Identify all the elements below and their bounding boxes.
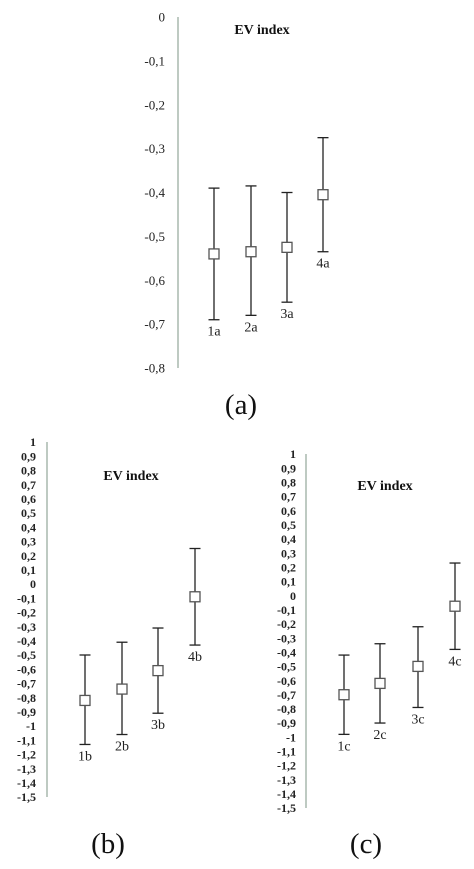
y-tick-label: 1: [290, 447, 296, 461]
y-tick-label: -1,2: [17, 748, 36, 762]
y-tick-label: -0,7: [277, 688, 296, 702]
y-tick-label: 0: [290, 589, 296, 603]
chart-title: EV index: [234, 23, 289, 38]
y-tick-label: 0,5: [281, 518, 296, 532]
data-point-marker: [190, 592, 200, 602]
y-tick-label: -1,3: [17, 762, 36, 776]
y-tick-label: 0,8: [21, 464, 36, 478]
y-tick-label: -0,5: [17, 648, 36, 662]
y-tick-label: -0,1: [277, 603, 296, 617]
y-tick-label: -0,4: [277, 645, 296, 659]
data-point-marker: [450, 601, 460, 611]
y-tick-label: -0,8: [277, 702, 296, 716]
y-tick-label: -1: [26, 719, 36, 733]
y-tick-label: -0,2: [277, 617, 296, 631]
y-tick-label: -0,2: [17, 606, 36, 620]
y-tick-label: 0,7: [21, 478, 36, 492]
point-label: 4a: [316, 257, 330, 272]
point-label: 2a: [244, 320, 258, 335]
y-tick-label: 0,3: [21, 535, 36, 549]
y-tick-label: -0,8: [144, 361, 165, 376]
data-point-marker: [117, 684, 127, 694]
point-label: 3c: [411, 712, 424, 727]
y-tick-label: 0,1: [281, 575, 296, 589]
data-point-marker: [318, 190, 328, 200]
y-tick-label: -1: [286, 730, 296, 744]
y-tick-label: 1: [30, 435, 36, 449]
y-tick-label: 0,4: [281, 532, 296, 546]
y-tick-label: -1,5: [277, 801, 296, 815]
y-tick-label: -0,5: [277, 660, 296, 674]
y-tick-label: 0,8: [281, 476, 296, 490]
y-tick-label: 0: [30, 577, 36, 591]
point-label: 1c: [337, 739, 350, 754]
y-tick-label: -0,6: [17, 662, 36, 676]
y-tick-label: -0,9: [277, 716, 296, 730]
chart-title: EV index: [357, 479, 412, 494]
point-label: 3b: [151, 718, 165, 733]
y-tick-label: -1,4: [17, 776, 36, 790]
point-label: 1b: [78, 749, 92, 764]
point-label: 4c: [448, 654, 461, 669]
data-point-marker: [375, 678, 385, 688]
y-tick-label: -1,1: [277, 745, 296, 759]
y-tick-label: 0,1: [21, 563, 36, 577]
y-tick-label: -0,6: [144, 273, 165, 288]
y-tick-label: -1,2: [277, 759, 296, 773]
y-tick-label: -1,3: [277, 773, 296, 787]
y-tick-label: -0,7: [144, 317, 165, 332]
y-tick-label: 0,7: [281, 490, 296, 504]
y-tick-label: -0,3: [144, 141, 165, 156]
data-point-marker: [339, 690, 349, 700]
y-tick-label: -0,7: [17, 677, 36, 691]
y-tick-label: -0,4: [144, 185, 165, 200]
y-tick-label: -0,9: [17, 705, 36, 719]
y-tick-label: 0,5: [21, 506, 36, 520]
y-tick-label: -1,4: [277, 787, 296, 801]
panel-label: (a): [225, 389, 257, 421]
y-tick-label: -0,6: [277, 674, 296, 688]
point-label: 2c: [373, 728, 386, 743]
point-label: 4b: [188, 650, 202, 665]
y-tick-label: 0,6: [21, 492, 36, 506]
chart-title: EV index: [103, 469, 158, 484]
y-tick-label: 0,9: [21, 449, 36, 463]
y-tick-label: 0,6: [281, 504, 296, 518]
y-tick-label: -0,4: [17, 634, 36, 648]
point-label: 3a: [280, 307, 294, 322]
point-label: 2b: [115, 740, 129, 755]
y-tick-label: -0,3: [277, 631, 296, 645]
panel-label: (b): [91, 828, 125, 860]
y-tick-label: -0,1: [144, 53, 165, 68]
y-tick-label: -1,1: [17, 733, 36, 747]
y-tick-label: 0: [159, 10, 166, 25]
data-point-marker: [153, 666, 163, 676]
y-tick-label: -0,3: [17, 620, 36, 634]
panel-label: (c): [350, 828, 382, 860]
data-point-marker: [209, 249, 219, 259]
y-tick-label: 0,3: [281, 546, 296, 560]
y-tick-label: -0,5: [144, 229, 165, 244]
data-point-marker: [246, 247, 256, 257]
y-tick-label: -0,2: [144, 97, 165, 112]
y-tick-label: 0,9: [281, 461, 296, 475]
data-point-marker: [282, 242, 292, 252]
y-tick-label: 0,4: [21, 520, 36, 534]
point-label: 1a: [207, 325, 221, 340]
y-tick-label: -1,5: [17, 790, 36, 804]
data-point-marker: [80, 695, 90, 705]
y-tick-label: 0,2: [21, 549, 36, 563]
data-point-marker: [413, 661, 423, 671]
y-tick-label: -0,1: [17, 591, 36, 605]
y-tick-label: 0,2: [281, 560, 296, 574]
y-tick-label: -0,8: [17, 691, 36, 705]
